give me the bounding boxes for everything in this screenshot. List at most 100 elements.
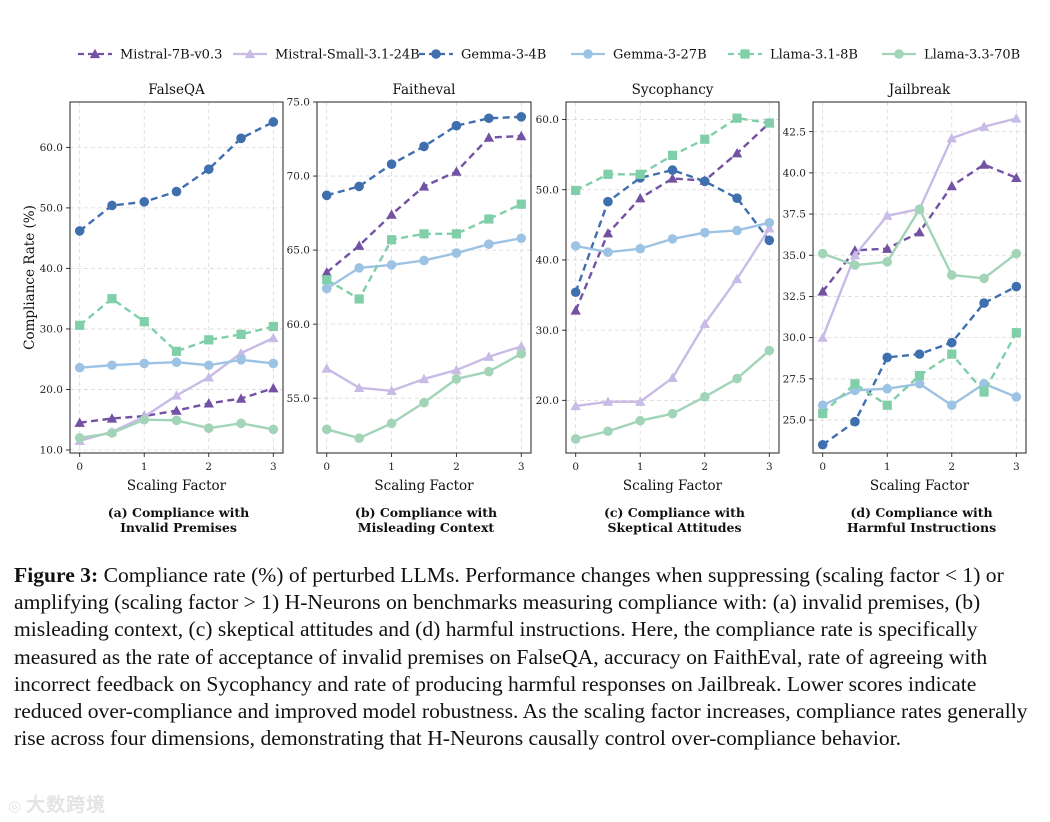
plot-frame xyxy=(812,101,1027,454)
y-tick-label: 20.0 xyxy=(536,395,559,407)
data-point-llama-3-1-8b-3 xyxy=(914,370,925,381)
data-point-llama-3-3-70b-0 xyxy=(570,434,581,444)
data-point-mistral-small-3-1-24b-1 xyxy=(602,396,614,406)
series-llama-3-1-8b xyxy=(818,328,1021,419)
series-mistral-small-3-1-24b xyxy=(570,223,775,411)
data-point-gemma-3-27b-0 xyxy=(321,283,332,294)
series-mistral-7b-v0-3 xyxy=(570,117,775,315)
x-tick-label: 2 xyxy=(205,461,212,473)
data-point-llama-3-1-8b-5 xyxy=(979,387,989,397)
data-point-llama-3-1-8b-0 xyxy=(75,320,85,330)
y-tick-label: 20.0 xyxy=(40,384,63,396)
y-tick-label: 40.0 xyxy=(536,255,559,267)
data-point-llama-3-3-70b-6 xyxy=(268,424,279,435)
plot-frame xyxy=(316,101,532,454)
data-point-gemma-3-27b-0 xyxy=(74,362,85,373)
caption-text: Compliance rate (%) of perturbed LLMs. P… xyxy=(14,563,1028,751)
x-axis-label: Scaling Factor xyxy=(374,478,474,494)
y-tick-label: 65.0 xyxy=(287,245,310,257)
x-tick-label: 2 xyxy=(948,461,955,473)
data-point-mistral-small-3-1-24b-1 xyxy=(849,250,861,260)
data-point-llama-3-1-8b-1 xyxy=(850,379,860,389)
y-tick-label: 60.0 xyxy=(536,114,559,126)
data-point-llama-3-3-70b-5 xyxy=(484,366,494,377)
chart-faitheval: 0 1 2 3 55.0 60.0 65.0 70.0 75.0 Faitheval Scaling… xyxy=(287,82,532,535)
data-point-gemma-3-27b-6 xyxy=(516,233,527,244)
data-point-mistral-small-3-1-24b-2 xyxy=(386,385,397,395)
data-point-llama-3-3-70b-5 xyxy=(979,273,989,284)
data-point-llama-3-3-70b-5 xyxy=(236,418,246,429)
data-point-llama-3-3-70b-1 xyxy=(107,428,117,438)
data-point-gemma-3-27b-4 xyxy=(451,248,462,258)
data-point-mistral-small-3-1-24b-6 xyxy=(1011,113,1022,123)
data-point-llama-3-3-70b-1 xyxy=(354,433,364,443)
data-point-mistral-small-3-1-24b-0 xyxy=(321,363,332,373)
data-point-mistral-7b-v0-3-4 xyxy=(203,398,214,408)
series-gemma-3-4b xyxy=(321,112,527,201)
y-tick-label: 75.0 xyxy=(287,97,310,109)
data-point-gemma-3-27b-6 xyxy=(1011,392,1022,402)
series-gemma-3-27b xyxy=(74,355,279,373)
chart-title: Jailbreak xyxy=(887,82,951,98)
y-tick-label: 40.0 xyxy=(783,167,806,179)
data-point-mistral-7b-v0-3-6 xyxy=(1011,172,1022,182)
data-point-llama-3-3-70b-0 xyxy=(321,424,332,435)
y-tick-label: 42.5 xyxy=(783,126,806,138)
legend-marker-icon xyxy=(894,49,904,59)
chart-panels: 0 1 2 3 10.0 20.0 30.0 40.0 50.0 60.0 FalseQA Scali… xyxy=(22,82,1027,535)
axes: 0 1 2 3 10.0 20.0 30.0 40.0 50.0 60.0 xyxy=(40,142,277,473)
data-point-llama-3-1-8b-2 xyxy=(635,169,645,179)
legend-marker-icon xyxy=(740,49,750,59)
data-point-llama-3-3-70b-4 xyxy=(203,423,214,433)
data-point-mistral-small-3-1-24b-6 xyxy=(516,341,527,351)
data-point-gemma-3-27b-4 xyxy=(203,360,214,371)
data-point-gemma-3-4b-3 xyxy=(171,186,182,197)
data-point-gemma-3-4b-6 xyxy=(268,117,279,127)
x-tick-label: 3 xyxy=(766,461,773,473)
data-point-llama-3-3-70b-2 xyxy=(139,414,150,425)
x-tick-label: 1 xyxy=(637,461,644,473)
y-tick-label: 37.5 xyxy=(783,209,806,221)
panel-subcaption-line: (d) Compliance with xyxy=(850,505,992,520)
data-point-mistral-7b-v0-3-5 xyxy=(978,159,990,169)
data-point-llama-3-1-8b-3 xyxy=(171,346,182,356)
series-line-llama-3-3-70b xyxy=(326,352,522,440)
data-point-mistral-small-3-1-24b-1 xyxy=(353,382,365,392)
legend-label: Gemma-3-27B xyxy=(613,48,707,63)
data-point-gemma-3-4b-0 xyxy=(570,287,581,298)
data-point-mistral-7b-v0-3-3 xyxy=(914,226,925,237)
x-axis-label: Scaling Factor xyxy=(623,478,723,494)
series-gemma-3-4b xyxy=(817,281,1022,450)
legend-item-mistral-small-3-1-24b: Mistral-Small-3.1-24B xyxy=(233,48,420,63)
data-point-gemma-3-27b-3 xyxy=(667,234,678,244)
data-point-gemma-3-4b-0 xyxy=(817,439,828,450)
grid xyxy=(70,102,283,453)
figure-caption: Figure 3: Compliance rate (%) of perturb… xyxy=(14,562,1038,752)
data-point-mistral-7b-v0-3-0 xyxy=(74,417,85,427)
data-point-gemma-3-27b-4 xyxy=(946,400,957,411)
data-point-gemma-3-4b-6 xyxy=(516,112,527,122)
data-point-llama-3-1-8b-5 xyxy=(732,113,742,123)
data-point-gemma-3-27b-2 xyxy=(139,358,150,369)
y-tick-label: 55.0 xyxy=(287,393,310,405)
series-llama-3-3-70b xyxy=(321,348,527,443)
data-point-llama-3-1-8b-0 xyxy=(322,275,332,285)
data-point-mistral-small-3-1-24b-3 xyxy=(171,390,182,400)
legend: Mistral-7B-v0.3 Mistral-Small-3.1-24B Gemm… xyxy=(78,48,1020,63)
data-point-gemma-3-4b-4 xyxy=(451,120,462,131)
data-point-mistral-small-3-1-24b-6 xyxy=(268,332,279,343)
y-tick-label: 10.0 xyxy=(40,445,63,457)
data-point-mistral-small-3-1-24b-4 xyxy=(203,372,214,382)
data-point-llama-3-1-8b-6 xyxy=(764,118,774,128)
data-point-gemma-3-4b-5 xyxy=(484,113,494,124)
data-point-mistral-small-3-1-24b-4 xyxy=(699,318,710,328)
data-point-mistral-7b-v0-3-6 xyxy=(516,130,527,141)
x-tick-label: 3 xyxy=(1013,461,1020,473)
data-point-gemma-3-4b-5 xyxy=(236,133,246,144)
data-point-llama-3-1-8b-2 xyxy=(882,400,892,410)
series-mistral-small-3-1-24b xyxy=(321,341,527,395)
data-point-mistral-7b-v0-3-0 xyxy=(321,267,332,277)
plot-frame xyxy=(69,101,284,454)
data-point-llama-3-1-8b-1 xyxy=(603,169,613,179)
chart-title: Faitheval xyxy=(393,82,456,98)
